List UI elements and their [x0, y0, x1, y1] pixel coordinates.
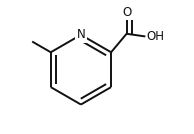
Text: O: O	[122, 6, 131, 19]
Text: N: N	[77, 28, 85, 41]
Text: OH: OH	[147, 30, 165, 43]
